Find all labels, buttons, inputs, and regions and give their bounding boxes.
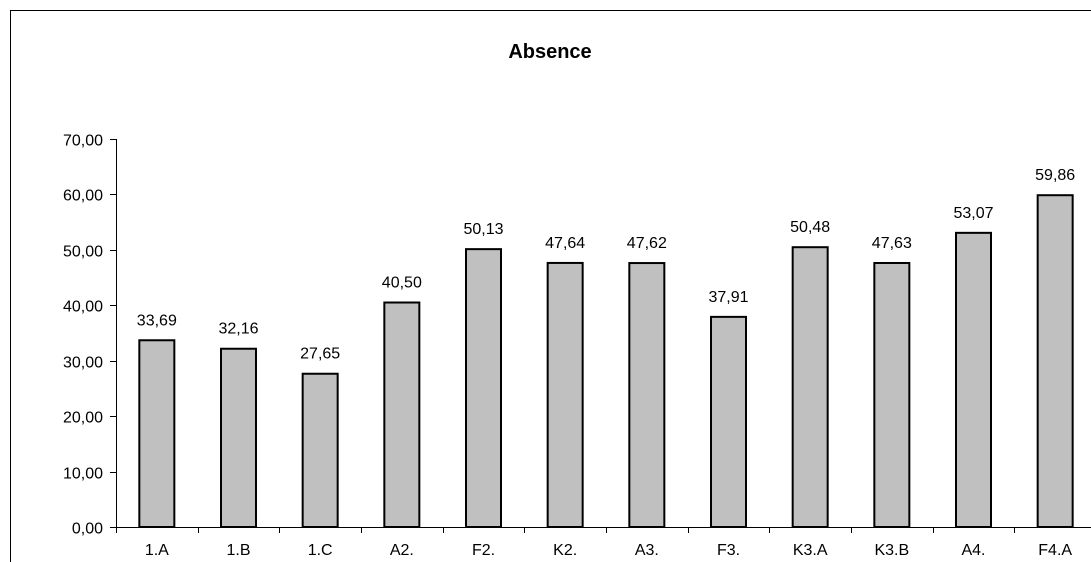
data-label: 27,65 <box>300 346 340 363</box>
category-label: 1.A <box>145 542 169 559</box>
data-label: 53,07 <box>953 205 993 222</box>
category-label: A3. <box>635 542 659 559</box>
data-label: 33,69 <box>137 312 177 329</box>
category-label: K3.B <box>874 542 909 559</box>
data-label: 40,50 <box>382 275 422 292</box>
chart-title: Absence <box>508 41 591 63</box>
category-label: K2. <box>553 542 577 559</box>
bar <box>955 231 992 528</box>
bar <box>301 372 339 528</box>
bar <box>873 261 911 528</box>
bar <box>220 347 257 528</box>
category-label: F2. <box>472 542 495 559</box>
data-label: 47,63 <box>872 235 912 252</box>
y-tick-label: 0,00 <box>72 521 103 538</box>
data-label: 47,64 <box>545 235 585 252</box>
y-tick-label: 10,00 <box>63 466 103 483</box>
bar <box>628 262 666 528</box>
category-label: F3. <box>717 542 740 559</box>
category-label: K3.A <box>793 542 828 559</box>
category-label: 1.B <box>226 542 250 559</box>
bar <box>710 315 747 529</box>
data-label: 37,91 <box>708 289 748 306</box>
data-label: 47,62 <box>627 235 667 252</box>
bars <box>138 194 1074 529</box>
axes <box>110 139 1091 533</box>
category-label: A4. <box>961 542 985 559</box>
category-label: 1.C <box>308 542 333 559</box>
y-tick-label: 70,00 <box>63 133 103 150</box>
bar <box>546 261 584 528</box>
bar <box>465 248 502 528</box>
bar <box>791 246 829 529</box>
data-label: 50,48 <box>790 219 830 236</box>
y-tick-label: 60,00 <box>63 188 103 205</box>
y-tick-label: 40,00 <box>63 299 103 316</box>
data-label: 59,86 <box>1035 167 1075 184</box>
labels: 0,00 10,00 20,00 30,00 40,00 50,00 60,00 70,00 3… <box>63 133 1075 560</box>
category-label: F4.A <box>1038 542 1072 559</box>
bar <box>1036 194 1074 529</box>
bar <box>138 339 176 528</box>
y-tick-label: 20,00 <box>63 410 103 427</box>
bar <box>383 301 421 528</box>
y-tick-label: 50,00 <box>63 244 103 261</box>
category-label: A2. <box>390 542 414 559</box>
y-tick-label: 30,00 <box>63 355 103 372</box>
data-label: 50,13 <box>463 221 503 238</box>
data-label: 32,16 <box>218 321 258 338</box>
